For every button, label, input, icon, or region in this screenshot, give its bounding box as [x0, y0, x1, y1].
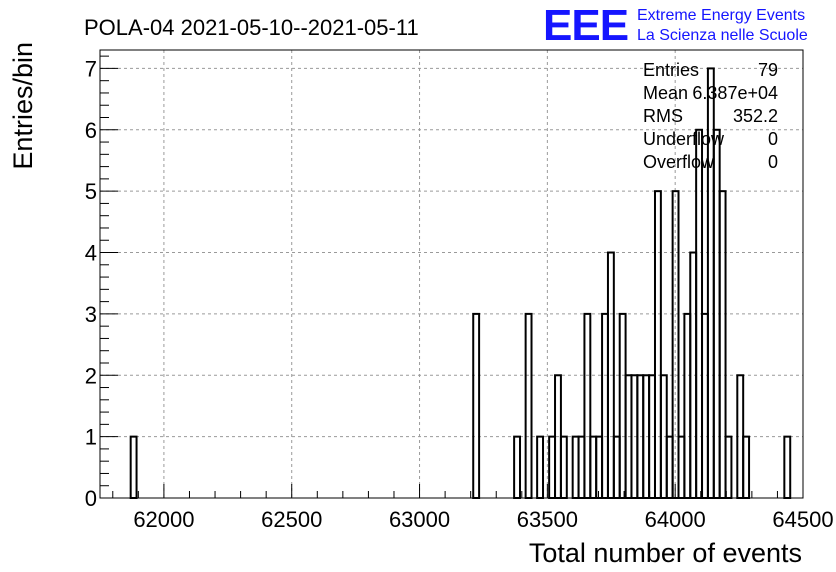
x-tick-label: 64500: [772, 507, 833, 532]
stats-overflow-value: 0: [768, 152, 778, 172]
stats-overflow-label: Overflow: [643, 152, 715, 172]
y-tick-label: 4: [85, 241, 97, 266]
stats-underflow-label: Underflow: [643, 129, 725, 149]
stats-underflow-value: 0: [768, 129, 778, 149]
grid-lines: [100, 50, 803, 498]
eee-logo-line2: La Scienza nelle Scuole: [637, 27, 808, 44]
eee-logo: EEE Extreme Energy Events La Scienza nel…: [543, 1, 808, 50]
stats-entries-value: 79: [758, 60, 778, 80]
stats-box: Entries 79 Mean 6.387e+04 RMS 352.2 Unde…: [643, 60, 778, 172]
stats-rms-label: RMS: [643, 106, 683, 126]
stats-rms-value: 352.2: [733, 106, 778, 126]
eee-logo-mark: EEE: [543, 1, 628, 50]
y-axis-ticks: 0 1 2 3 4 5 6 7: [85, 55, 118, 511]
x-tick-label: 64000: [645, 507, 706, 532]
y-tick-label: 0: [85, 486, 97, 511]
y-tick-label: 2: [85, 363, 97, 388]
plot-frame: [99, 49, 804, 499]
y-tick-label: 5: [85, 179, 97, 204]
x-axis-title: Total number of events: [529, 538, 802, 568]
y-tick-label: 6: [85, 118, 97, 143]
x-tick-label: 62000: [133, 507, 194, 532]
x-axis-ticks: 62000 62500 63000 63500 64000 64500: [112, 484, 834, 532]
eee-logo-line1: Extreme Energy Events: [637, 7, 805, 24]
y-axis-title: Entries/bin: [8, 42, 38, 170]
chart-title: POLA-04 2021-05-10--2021-05-11: [84, 15, 419, 40]
y-tick-label: 1: [85, 425, 97, 450]
y-tick-label: 7: [85, 56, 97, 81]
stats-mean-value: 6.387e+04: [692, 83, 778, 103]
x-tick-label: 62500: [261, 507, 322, 532]
x-tick-label: 63000: [389, 507, 450, 532]
y-tick-label: 3: [85, 302, 97, 327]
stats-mean-label: Mean: [643, 83, 688, 103]
stats-entries-label: Entries: [643, 60, 699, 80]
x-tick-label: 63500: [517, 507, 578, 532]
